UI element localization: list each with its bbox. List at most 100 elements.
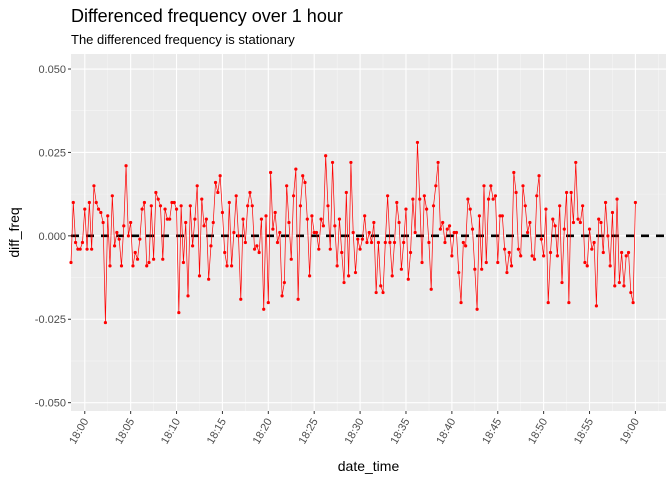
x-tick-label: 18:05 xyxy=(113,417,137,447)
x-tick-label: 18:30 xyxy=(343,417,367,447)
data-point xyxy=(376,240,381,245)
data-point xyxy=(106,214,110,218)
x-tick-label: 18:45 xyxy=(480,417,504,447)
data-point xyxy=(353,270,358,275)
data-point xyxy=(429,287,433,291)
data-point xyxy=(243,240,247,245)
data-point xyxy=(379,284,383,288)
x-tick-label: 18:40 xyxy=(434,417,458,447)
data-point xyxy=(241,217,245,221)
data-point xyxy=(402,240,406,245)
data-point xyxy=(289,257,293,261)
data-point xyxy=(99,210,103,215)
data-point xyxy=(496,260,500,265)
data-point xyxy=(246,204,250,208)
data-point xyxy=(223,250,227,255)
data-point xyxy=(326,204,330,208)
data-point xyxy=(560,280,564,285)
data-point xyxy=(209,244,213,248)
data-point xyxy=(165,217,169,221)
data-point xyxy=(528,220,532,225)
chart-subtitle: The differenced frequency is stationary xyxy=(71,32,295,47)
data-point xyxy=(296,297,300,301)
data-point xyxy=(454,230,459,235)
data-point xyxy=(386,194,390,198)
data-point xyxy=(170,200,174,205)
data-point xyxy=(142,200,147,205)
data-point xyxy=(92,184,96,188)
y-tick-label: -0.050 xyxy=(35,398,66,410)
data-point xyxy=(615,197,619,201)
data-point xyxy=(519,254,523,258)
x-tick-label: 19:00 xyxy=(618,417,642,447)
data-point xyxy=(69,260,73,265)
data-point xyxy=(390,274,394,278)
data-point xyxy=(204,217,208,221)
data-point xyxy=(514,190,518,195)
data-point xyxy=(620,250,624,255)
data-point xyxy=(129,220,133,225)
data-point xyxy=(466,197,470,201)
data-point xyxy=(576,217,580,221)
data-point xyxy=(425,207,429,211)
data-point xyxy=(606,234,610,238)
data-point xyxy=(213,180,218,185)
data-point xyxy=(578,220,582,225)
data-point xyxy=(558,204,562,208)
data-point xyxy=(71,200,75,205)
data-point xyxy=(236,234,241,238)
data-point xyxy=(603,200,608,205)
data-point xyxy=(525,230,530,235)
data-point xyxy=(239,297,243,301)
data-point xyxy=(275,240,280,245)
data-point xyxy=(592,240,596,245)
data-point xyxy=(117,237,121,241)
data-point xyxy=(392,240,397,245)
data-point xyxy=(255,244,259,248)
minor-gridlines xyxy=(71,54,666,411)
data-point xyxy=(491,197,495,201)
data-point xyxy=(363,214,367,218)
data-point xyxy=(87,200,91,205)
data-point xyxy=(418,197,422,201)
data-point xyxy=(484,260,488,265)
data-point xyxy=(415,140,420,145)
data-point xyxy=(168,217,172,221)
data-point xyxy=(468,207,472,211)
data-point xyxy=(269,170,273,175)
data-point xyxy=(420,260,424,265)
data-point xyxy=(347,274,351,278)
data-point xyxy=(544,207,548,211)
data-point xyxy=(90,247,94,251)
data-point xyxy=(523,204,527,208)
data-point xyxy=(594,304,599,308)
data-point xyxy=(232,230,236,235)
data-point xyxy=(551,217,555,221)
series-points-group xyxy=(69,140,638,325)
data-point xyxy=(83,207,87,211)
data-point xyxy=(365,240,369,245)
data-point xyxy=(103,320,108,325)
data-point xyxy=(374,290,378,295)
data-point xyxy=(188,204,192,208)
data-point xyxy=(507,250,511,255)
x-axis: 18:00 18:05 18:10 18:15 18:20 18:25 18:30 18:35… xyxy=(67,411,642,446)
data-point xyxy=(457,270,461,275)
data-point xyxy=(567,300,571,305)
data-point xyxy=(564,190,569,195)
data-point xyxy=(298,204,303,208)
data-point xyxy=(503,247,507,251)
data-point xyxy=(76,247,80,251)
data-point xyxy=(230,264,234,268)
data-point xyxy=(308,274,312,278)
data-point xyxy=(80,240,85,245)
data-point xyxy=(218,174,222,178)
data-point xyxy=(271,227,275,231)
y-axis: 0.050 0.025 0.000 -0.025 -0.050 xyxy=(35,64,71,410)
data-point xyxy=(321,224,325,228)
data-point xyxy=(464,244,468,248)
data-point xyxy=(447,224,452,228)
data-point xyxy=(195,184,199,188)
data-point xyxy=(349,160,353,165)
data-point xyxy=(383,240,387,245)
